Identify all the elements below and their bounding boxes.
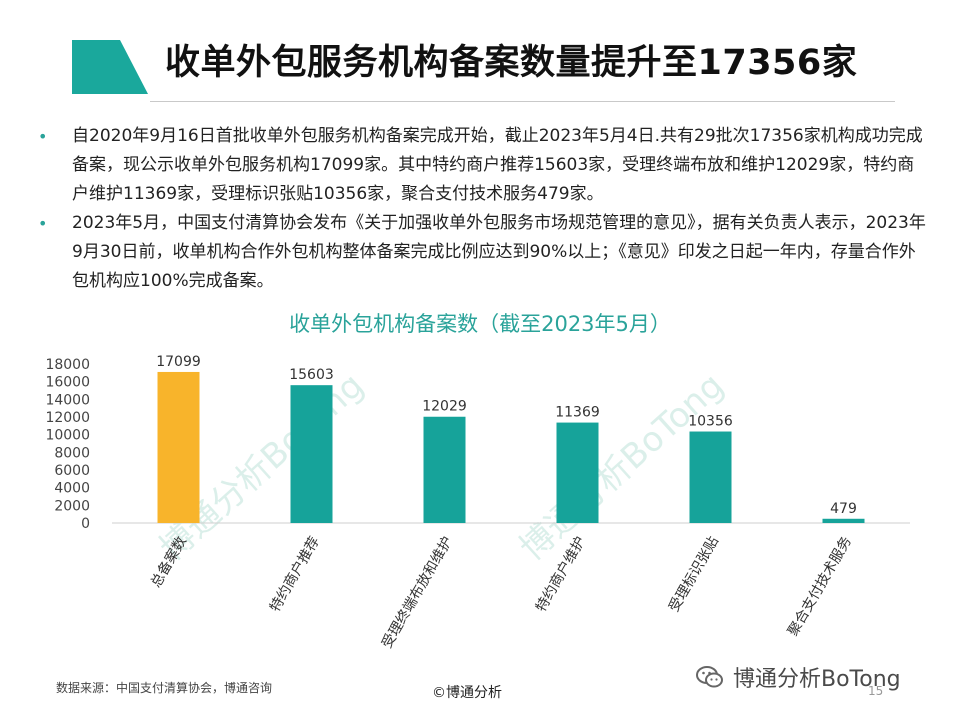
- bullet-item-2: • 2023年5月，中国支付清算协会发布《关于加强收单外包服务市场规范管理的意见…: [38, 209, 928, 296]
- data-source-note: 数据来源：中国支付清算协会，博通咨询: [56, 681, 273, 695]
- watermark: 博通分析BoTong: [152, 365, 372, 569]
- bullet-dot-icon: •: [38, 127, 48, 146]
- title-decoration-icon: [72, 40, 148, 94]
- y-tick-label: 8000: [54, 445, 90, 461]
- copyright-text: ©博通分析: [432, 685, 502, 701]
- wechat-icon: [696, 666, 723, 688]
- y-tick-label: 2000: [54, 498, 90, 514]
- bullet-item-1: • 自2020年9月16日首批收单外包服务机构备案完成开始，截止2023年5月4…: [38, 122, 928, 209]
- y-tick-label: 6000: [54, 463, 90, 479]
- bullet-dot-icon: •: [38, 214, 48, 233]
- bar: [822, 518, 865, 523]
- y-tick-label: 14000: [45, 392, 90, 408]
- bullet-list: • 自2020年9月16日首批收单外包服务机构备案完成开始，截止2023年5月4…: [38, 122, 928, 296]
- y-tick-label: 18000: [45, 357, 90, 373]
- y-tick-label: 10000: [45, 428, 90, 444]
- data-label: 17099: [156, 354, 201, 370]
- chart-title: 收单外包机构备案数（截至2023年5月）: [289, 312, 671, 336]
- bar: [689, 431, 732, 523]
- data-label: 12029: [422, 399, 467, 415]
- data-label: 11369: [555, 405, 600, 421]
- watermark: 博通分析BoTong: [512, 365, 732, 569]
- data-label: 479: [830, 501, 857, 517]
- x-tick-label: 受理终端布放和维护: [379, 534, 456, 651]
- brand-badge: 博通分析BoTong: [695, 662, 901, 692]
- y-tick-label: 12000: [45, 410, 90, 426]
- title-divider: [150, 101, 895, 102]
- slide-title: 收单外包服务机构备案数量提升至17356家: [165, 43, 858, 83]
- x-tick-label: 聚合支付技术服务: [785, 534, 855, 639]
- y-tick-label: 0: [81, 516, 90, 532]
- bullet-text-1: 自2020年9月16日首批收单外包服务机构备案完成开始，截止2023年5月4日.…: [72, 126, 923, 204]
- bullet-text-2: 2023年5月，中国支付清算协会发布《关于加强收单外包服务市场规范管理的意见》，…: [72, 213, 926, 291]
- brand-name: 博通分析BoTong: [733, 667, 901, 692]
- bar: [423, 416, 466, 523]
- y-tick-label: 4000: [54, 481, 90, 497]
- y-tick-label: 16000: [45, 375, 90, 391]
- x-tick-label: 受理标识张贴: [666, 534, 722, 615]
- page-number: 15: [868, 684, 884, 698]
- x-tick-label: 特约商户推荐: [266, 534, 323, 615]
